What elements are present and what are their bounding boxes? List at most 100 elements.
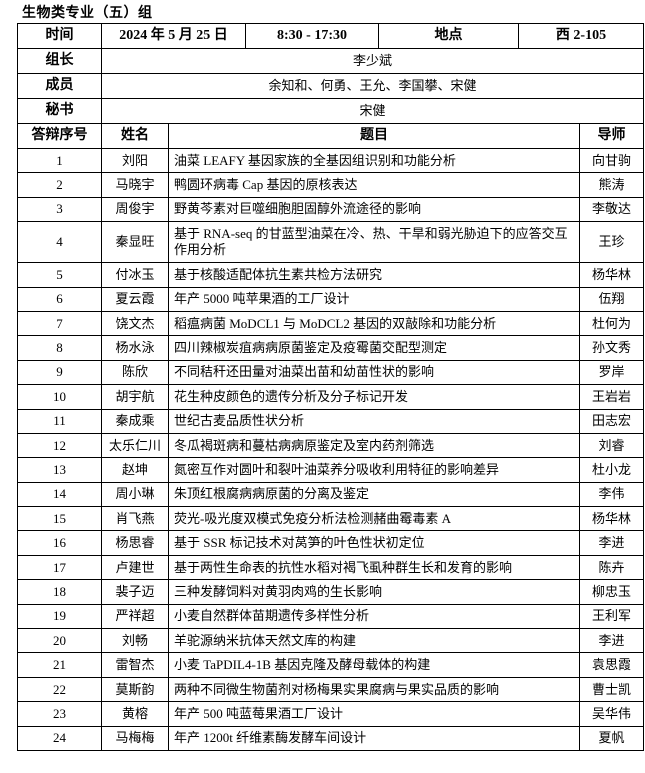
thesis-topic: 稻瘟病菌 MoDCL1 与 MoDCL2 基因的双敲除和功能分析 bbox=[168, 310, 580, 337]
table-row: 3 周俊宇 野黄芩素对巨噬细胞胆固醇外流途径的影响 李敬达 bbox=[17, 196, 645, 223]
hours-value: 8:30 - 17:30 bbox=[245, 23, 379, 49]
advisor-name: 向甘驹 bbox=[578, 147, 645, 174]
student-name: 陈欣 bbox=[101, 359, 169, 386]
advisor-name: 杨华林 bbox=[578, 262, 645, 288]
row-number: 9 bbox=[17, 359, 102, 386]
row-number: 6 bbox=[17, 286, 102, 312]
col-header-topic: 题目 bbox=[168, 123, 580, 149]
student-name: 莫斯韵 bbox=[101, 676, 169, 703]
table-row: 1 刘阳 油菜 LEAFY 基因家族的全基因组识别和功能分析 向甘驹 bbox=[17, 147, 645, 174]
advisor-name: 刘睿 bbox=[578, 432, 645, 459]
thesis-topic: 花生种皮颜色的遗传分析及分子标记开发 bbox=[168, 384, 580, 410]
table-row: 18 裴子迈 三种发酵饲料对黄羽肉鸡的生长影响 柳忠玉 bbox=[17, 579, 645, 605]
row-number: 19 bbox=[17, 603, 102, 630]
row-number: 5 bbox=[17, 262, 102, 288]
thesis-topic: 年产 500 吨蓝莓果酒工厂设计 bbox=[168, 701, 580, 727]
secretary-label: 秘书 bbox=[17, 98, 102, 124]
col-header-advisor: 导师 bbox=[578, 123, 645, 149]
advisor-name: 夏帆 bbox=[578, 725, 645, 751]
table-row: 11 秦成乘 世纪古麦品质性状分析 田志宏 bbox=[17, 408, 645, 434]
table-row: 20 刘畅 羊驼源纳米抗体天然文库的构建 李进 bbox=[17, 628, 645, 654]
student-name: 付冰玉 bbox=[101, 262, 169, 288]
advisor-name: 曹士凯 bbox=[578, 676, 645, 703]
advisor-name: 李进 bbox=[578, 530, 645, 556]
advisor-name: 杜何为 bbox=[578, 310, 645, 337]
student-name: 雷智杰 bbox=[101, 652, 169, 678]
leader-row: 组长 李少斌 bbox=[17, 48, 645, 74]
thesis-topic: 小麦 TaPDIL4-1B 基因克隆及酵母载体的构建 bbox=[168, 652, 580, 678]
column-header-row: 答辩序号 姓名 题目 导师 bbox=[17, 123, 645, 149]
table-row: 4 秦显旺 基于 RNA-seq 的甘蓝型油菜在冷、热、干旱和弱光胁迫下的应答交… bbox=[17, 221, 645, 264]
row-number: 4 bbox=[17, 221, 102, 264]
table-row: 6 夏云霞 年产 5000 吨苹果酒的工厂设计 伍翔 bbox=[17, 286, 645, 312]
advisor-name: 田志宏 bbox=[578, 408, 645, 434]
thesis-topic: 基于 RNA-seq 的甘蓝型油菜在冷、热、干旱和弱光胁迫下的应答交互作用分析 bbox=[168, 221, 580, 264]
advisor-name: 柳忠玉 bbox=[578, 579, 645, 605]
row-number: 18 bbox=[17, 579, 102, 605]
thesis-topic: 两种不同微生物菌剂对杨梅果实果腐病与果实品质的影响 bbox=[168, 676, 580, 703]
row-number: 1 bbox=[17, 147, 102, 174]
date-value: 2024 年 5 月 25 日 bbox=[101, 23, 246, 49]
student-name: 裴子迈 bbox=[101, 579, 169, 605]
row-number: 22 bbox=[17, 676, 102, 703]
student-name: 杨水泳 bbox=[101, 335, 169, 361]
student-name: 刘阳 bbox=[101, 147, 169, 174]
thesis-topic: 基于 SSR 标记技术对莴笋的叶色性状初定位 bbox=[168, 530, 580, 556]
advisor-name: 吴华伟 bbox=[578, 701, 645, 727]
student-name: 肖飞燕 bbox=[101, 506, 169, 532]
student-name: 卢建世 bbox=[101, 554, 169, 581]
members-value: 余知和、何勇、王允、李国攀、宋健 bbox=[100, 73, 645, 99]
row-number: 20 bbox=[17, 628, 102, 654]
advisor-name: 李敬达 bbox=[578, 196, 645, 223]
thesis-topic: 冬瓜褐斑病和蔓枯病病原鉴定及室内药剂筛选 bbox=[168, 432, 580, 459]
table-row: 24 马梅梅 年产 1200t 纤维素酶发酵车间设计 夏帆 bbox=[17, 725, 645, 751]
advisor-name: 王珍 bbox=[578, 221, 645, 264]
row-number: 13 bbox=[17, 457, 102, 483]
thesis-topic: 基于核酸适配体抗生素共检方法研究 bbox=[168, 262, 580, 288]
advisor-name: 杨华林 bbox=[578, 506, 645, 532]
advisor-name: 陈卉 bbox=[578, 554, 645, 581]
advisor-name: 熊涛 bbox=[578, 172, 645, 198]
table-row: 7 饶文杰 稻瘟病菌 MoDCL1 与 MoDCL2 基因的双敲除和功能分析 杜… bbox=[17, 310, 645, 337]
table-row: 2 马晓宇 鸭圆环病毒 Cap 基因的原核表达 熊涛 bbox=[17, 172, 645, 198]
student-name: 胡宇航 bbox=[101, 384, 169, 410]
thesis-topic: 四川辣椒炭疽病病原菌鉴定及疫霉菌交配型测定 bbox=[168, 335, 580, 361]
row-number: 14 bbox=[17, 481, 102, 508]
table-row: 10 胡宇航 花生种皮颜色的遗传分析及分子标记开发 王岩岩 bbox=[17, 384, 645, 410]
leader-value: 李少斌 bbox=[100, 48, 645, 74]
table-row: 15 肖飞燕 荧光-吸光度双模式免疫分析法检测赭曲霉毒素 A 杨华林 bbox=[17, 506, 645, 532]
row-number: 10 bbox=[17, 384, 102, 410]
place-label: 地点 bbox=[378, 23, 519, 49]
place-value: 西 2-105 bbox=[517, 23, 645, 49]
advisor-name: 王利军 bbox=[578, 603, 645, 630]
student-name: 黄榕 bbox=[101, 701, 169, 727]
table-row: 17 卢建世 基于两性生命表的抗性水稻对褐飞虱种群生长和发育的影响 陈卉 bbox=[17, 554, 645, 581]
advisor-name: 罗岸 bbox=[578, 359, 645, 386]
student-name: 马晓宇 bbox=[101, 172, 169, 198]
student-name: 夏云霞 bbox=[101, 286, 169, 312]
row-number: 11 bbox=[17, 408, 102, 434]
defense-schedule-table: 时间 2024 年 5 月 25 日 8:30 - 17:30 地点 西 2-1… bbox=[17, 23, 645, 751]
student-name: 刘畅 bbox=[101, 628, 169, 654]
student-name: 太乐仁川 bbox=[101, 432, 169, 459]
student-name: 周俊宇 bbox=[101, 196, 169, 223]
time-row: 时间 2024 年 5 月 25 日 8:30 - 17:30 地点 西 2-1… bbox=[17, 23, 645, 49]
row-number: 2 bbox=[17, 172, 102, 198]
thesis-topic: 朱顶红根腐病病原菌的分离及鉴定 bbox=[168, 481, 580, 508]
row-number: 24 bbox=[17, 725, 102, 751]
advisor-name: 王岩岩 bbox=[578, 384, 645, 410]
thesis-topic: 野黄芩素对巨噬细胞胆固醇外流途径的影响 bbox=[168, 196, 580, 223]
student-name: 秦成乘 bbox=[101, 408, 169, 434]
table-row: 19 严祥超 小麦自然群体苗期遗传多样性分析 王利军 bbox=[17, 603, 645, 630]
advisor-name: 杜小龙 bbox=[578, 457, 645, 483]
advisor-name: 李伟 bbox=[578, 481, 645, 508]
table-row: 22 莫斯韵 两种不同微生物菌剂对杨梅果实果腐病与果实品质的影响 曹士凯 bbox=[17, 676, 645, 703]
col-header-no: 答辩序号 bbox=[17, 123, 102, 149]
table-row: 12 太乐仁川 冬瓜褐斑病和蔓枯病病原鉴定及室内药剂筛选 刘睿 bbox=[17, 432, 645, 459]
advisor-name: 袁思霞 bbox=[578, 652, 645, 678]
group-heading: 生物类专业（五）组 bbox=[22, 6, 153, 21]
thesis-topic: 世纪古麦品质性状分析 bbox=[168, 408, 580, 434]
members-row: 成员 余知和、何勇、王允、李国攀、宋健 bbox=[17, 73, 645, 99]
student-name: 秦显旺 bbox=[101, 221, 169, 264]
row-number: 17 bbox=[17, 554, 102, 581]
